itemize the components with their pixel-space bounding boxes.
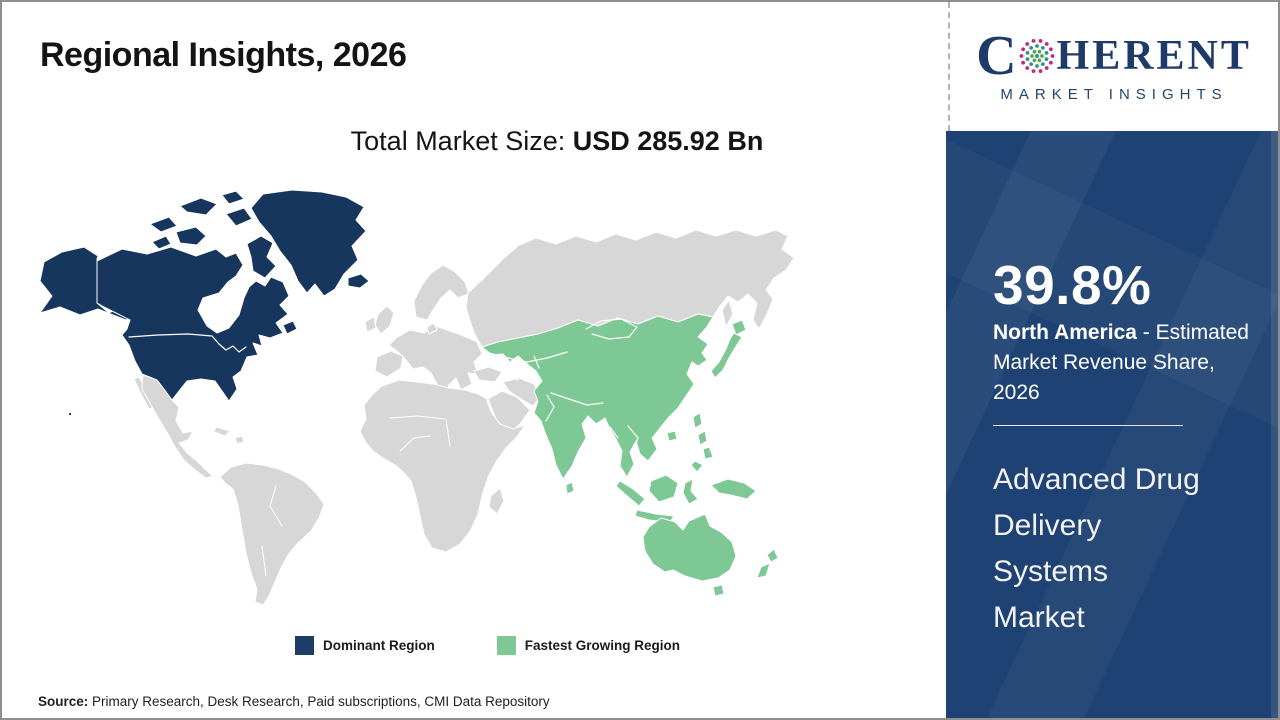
fastest-growing-region-label: Fastest Growing Region [524, 638, 681, 653]
region-north-america [39, 189, 370, 417]
landmass-other [133, 229, 795, 606]
logo-letter-c: C [976, 25, 1017, 87]
map-legend: Dominant Region Fastest Growing Region [295, 636, 680, 655]
market-name-line: Systems [993, 555, 1109, 588]
revenue-share-rest: - Estimated Market Revenue Share, 2026 [993, 321, 1249, 404]
header-divider-dashed [948, 2, 950, 131]
coherent-logo: C HERENT MARKET INSIGHTS [964, 28, 1264, 103]
logo-letters-herent: HERENT [1056, 33, 1252, 79]
sidebar-divider [993, 425, 1183, 426]
revenue-share-value: 39.8% [993, 254, 1152, 316]
market-name-line: Delivery [993, 509, 1102, 542]
revenue-share-description: North America - Estimated Market Revenue… [993, 318, 1265, 408]
dominant-region-swatch [295, 636, 314, 655]
region-asia-pacific [481, 313, 779, 597]
logo-tagline: MARKET INSIGHTS [1000, 86, 1228, 103]
total-market-size-value: USD 285.92 Bn [572, 126, 764, 156]
coherent-dot-o-icon [1019, 39, 1054, 73]
market-name: Advanced Drug Delivery Systems Market [993, 457, 1243, 641]
fastest-growing-region-swatch [496, 636, 516, 655]
insight-sidebar: 39.8% North America - Estimated Market R… [946, 131, 1278, 718]
dominant-region-label: Dominant Region [323, 638, 435, 653]
market-name-line: Market [993, 601, 1085, 634]
world-map [30, 186, 822, 624]
total-market-size-label: Total Market Size: [350, 126, 573, 156]
legend-item-dominant: Dominant Region [295, 636, 435, 655]
revenue-share-region: North America [993, 321, 1137, 344]
market-name-line: Advanced Drug [993, 463, 1200, 496]
us-canada-border [128, 333, 247, 353]
page-title: Regional Insights, 2026 [40, 36, 407, 74]
coherent-wordmark: C HERENT [964, 28, 1264, 84]
source-text: Primary Research, Desk Research, Paid su… [88, 694, 550, 709]
total-market-size: Total Market Size: USD 285.92 Bn [162, 126, 952, 157]
apac-country-borders [488, 318, 639, 451]
source-line: Source: Primary Research, Desk Research,… [38, 694, 550, 709]
source-label: Source: [38, 694, 89, 709]
legend-item-fastest-growing: Fastest Growing Region [496, 636, 681, 655]
